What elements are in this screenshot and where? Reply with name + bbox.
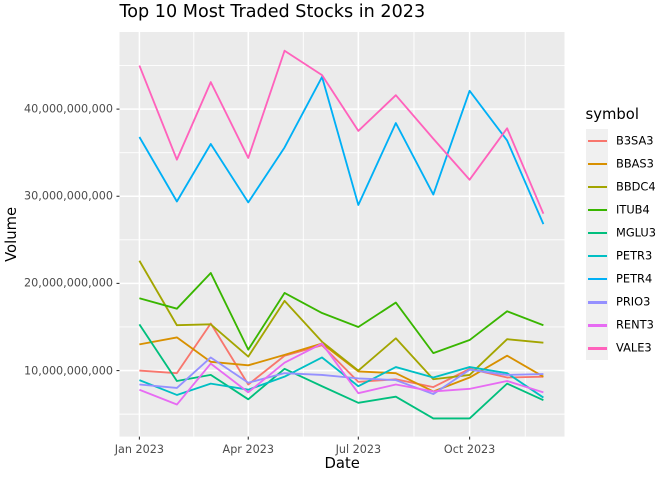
x-tick-label: Jan 2023 — [114, 442, 165, 456]
legend-key-line-BBAS3 — [587, 162, 607, 166]
legend-key-PETR3 — [586, 244, 609, 268]
y-tick-label: 40,000,000,000 — [24, 102, 113, 116]
legend-key-PETR4 — [586, 267, 609, 291]
legend-label-PETR4: PETR4 — [616, 271, 653, 286]
x-axis-title: Date — [324, 454, 360, 472]
legend-key-line-BBDC4 — [587, 185, 607, 189]
series-line-ITUB4 — [139, 272, 544, 355]
legend-key-line-ITUB4 — [587, 208, 607, 212]
legend-key-BBDC4 — [586, 175, 609, 199]
legend-key-line-PETR4 — [587, 278, 607, 281]
legend-key-RENT3 — [586, 313, 609, 337]
legend-label-MGLU3: MGLU3 — [616, 225, 657, 240]
legend-key-PRIO3 — [586, 290, 609, 314]
legend-label-B3SA3: B3SA3 — [616, 133, 654, 148]
y-tick-label: 30,000,000,000 — [24, 189, 113, 203]
legend-key-line-PRIO3 — [587, 301, 607, 304]
y-axis-title: Volume — [3, 206, 21, 262]
legend-key-VALE3 — [586, 336, 609, 360]
legend-key-line-MGLU3 — [587, 231, 607, 235]
legend-key-B3SA3 — [586, 129, 609, 153]
legend-title: symbol — [585, 105, 639, 123]
series-line-VALE3 — [138, 49, 545, 215]
series-line-PRIO3 — [139, 356, 544, 395]
legend-label-BBAS3: BBAS3 — [616, 156, 654, 171]
legend-label-PRIO3: PRIO3 — [616, 294, 651, 309]
legend-key-BBAS3 — [586, 152, 609, 176]
legend-label-ITUB4: ITUB4 — [616, 202, 650, 217]
legend-label-BBDC4: BBDC4 — [616, 179, 656, 194]
series-line-PETR4 — [138, 75, 545, 225]
y-tick-label: 20,000,000,000 — [24, 276, 113, 290]
series-line-RENT3 — [139, 342, 544, 406]
legend-key-MGLU3 — [586, 221, 609, 245]
legend-label-PETR3: PETR3 — [616, 248, 653, 263]
series-line-BBAS3 — [139, 336, 544, 393]
x-tick-label: Oct 2023 — [443, 442, 496, 456]
x-tick-label: Apr 2023 — [222, 442, 274, 456]
series-line-MGLU3 — [138, 323, 544, 420]
chart-title: Top 10 Most Traded Stocks in 2023 — [119, 2, 426, 22]
y-tick-label: 10,000,000,000 — [24, 363, 113, 377]
series-line-PETR3 — [139, 356, 544, 399]
legend-label-RENT3: RENT3 — [616, 317, 654, 332]
legend-key-line-VALE3 — [587, 347, 607, 350]
legend-key-line-B3SA3 — [587, 139, 607, 143]
legend-key-ITUB4 — [586, 198, 609, 222]
legend-label-VALE3: VALE3 — [616, 340, 652, 355]
x-tick-label: Jul 2023 — [335, 442, 382, 456]
legend-key-line-PETR3 — [587, 255, 607, 258]
legend-key-line-RENT3 — [587, 324, 607, 327]
